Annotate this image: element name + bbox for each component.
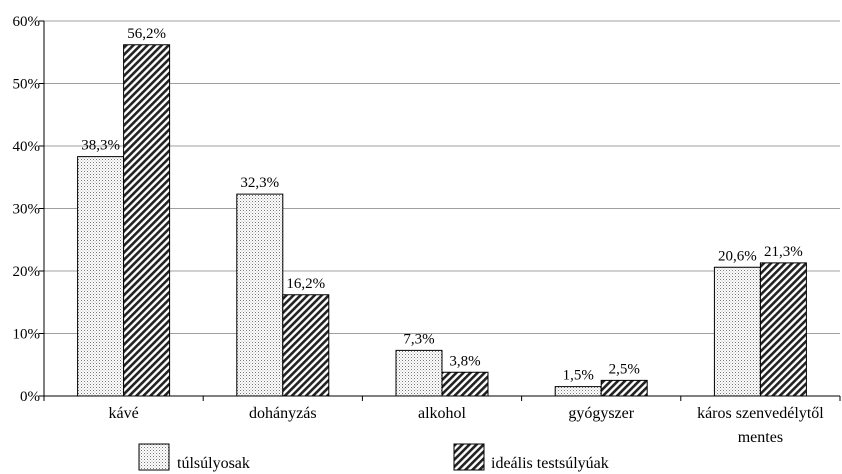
category-label: káros szenvedélytől mentes [697, 405, 824, 446]
legend-swatch-hatched [453, 443, 485, 471]
data-label: 16,2% [286, 276, 325, 292]
bar-hatched [600, 379, 648, 397]
bar-dotted [395, 349, 443, 397]
data-label: 1,5% [563, 368, 594, 384]
data-label: 56,2% [127, 26, 166, 42]
y-tick-label: 40% [13, 139, 41, 155]
y-tick-label: 0% [20, 389, 40, 405]
data-label: 38,3% [81, 138, 120, 154]
category-label: dohányzás [249, 405, 317, 422]
data-label: 20,6% [718, 248, 757, 264]
data-label: 32,3% [240, 175, 279, 191]
y-tick-label: 60% [13, 14, 41, 30]
category-label: kávé [108, 405, 138, 422]
bar-dotted [236, 193, 284, 397]
gridlines [44, 20, 840, 334]
bar-hatched [282, 294, 330, 397]
data-label: 2,5% [609, 361, 640, 377]
category-label: alkohol [418, 405, 467, 422]
bar-dotted [77, 156, 125, 397]
bar-dotted [713, 266, 761, 397]
bar-dotted [554, 386, 602, 397]
bar-hatched [441, 371, 489, 397]
category-label: gyógyszer [568, 405, 634, 422]
data-label: 3,8% [449, 353, 480, 369]
category-labels: kávé dohányzás alkohol gyógyszer káros szenv… [108, 405, 824, 446]
y-tick-label: 10% [13, 327, 41, 343]
y-tick-label: 30% [13, 202, 41, 218]
legend: túlsúlyosak ideális testsúlyúak [138, 443, 609, 472]
bar-hatched [123, 44, 171, 397]
legend-label: ideális testsúlyúak [491, 455, 609, 472]
y-tick-label: 20% [13, 264, 41, 280]
legend-swatch-dotted [138, 443, 170, 471]
data-label: 21,3% [764, 244, 803, 260]
legend-label: túlsúlyosak [177, 455, 250, 472]
bars [77, 44, 807, 397]
bar-hatched [759, 262, 807, 397]
y-tick-label: 50% [13, 77, 41, 93]
data-label: 7,3% [403, 331, 434, 347]
data-labels: 38,3% 56,2% 32,3% 16,2% 7,3% 3,8% 1,5% 2,5% 20,6… [81, 26, 803, 384]
